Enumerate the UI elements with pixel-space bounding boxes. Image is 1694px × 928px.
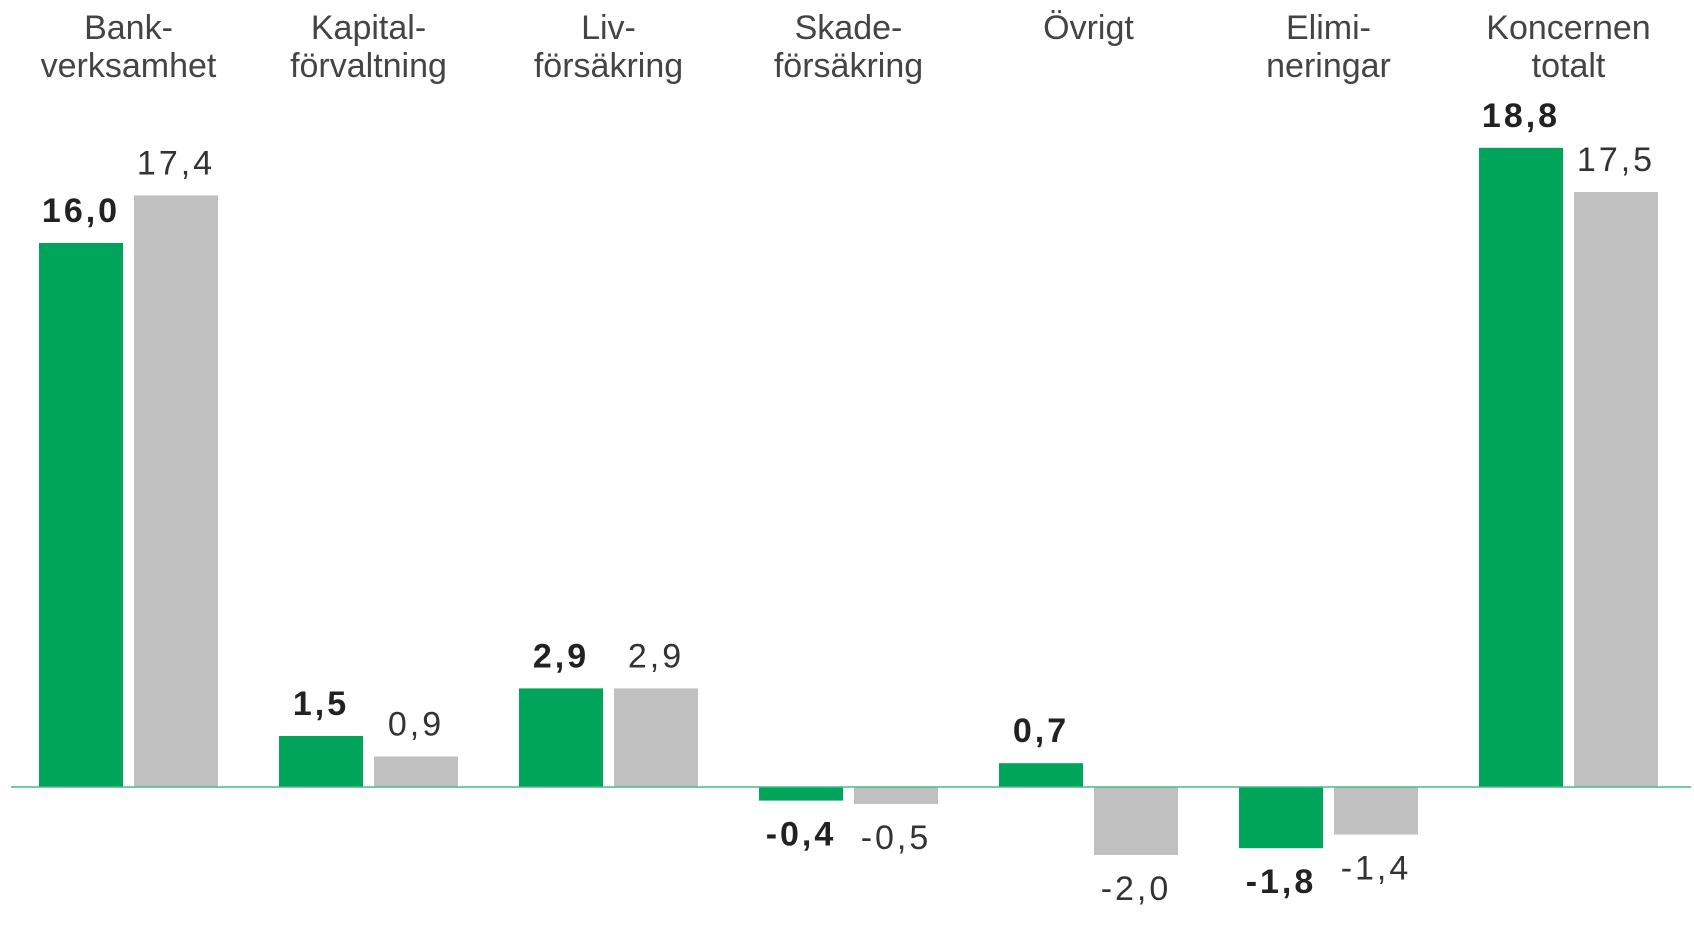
- value-label: 1,5: [293, 685, 349, 723]
- bar: [999, 763, 1083, 787]
- bar: [39, 243, 123, 787]
- bar: [1479, 147, 1563, 788]
- bar: [134, 195, 218, 787]
- category-label: Kapital-förvaltning: [290, 9, 447, 85]
- value-label: 2,9: [628, 637, 684, 675]
- category-label: Koncernen totalt: [1486, 9, 1650, 85]
- value-label: -1,8: [1246, 863, 1317, 901]
- value-label: -0,5: [861, 819, 932, 857]
- bar: [279, 736, 363, 787]
- value-label: 16,0: [42, 192, 120, 230]
- value-label: 0,9: [388, 705, 444, 743]
- category-label: Elimi-neringar: [1266, 9, 1391, 85]
- category-label: Liv-försäkring: [534, 9, 683, 85]
- bar: [759, 787, 843, 801]
- bar: [374, 756, 458, 787]
- category-label: Övrigt: [1043, 9, 1134, 47]
- value-label: 17,4: [137, 144, 215, 182]
- bar: [854, 787, 938, 804]
- bar: [1094, 787, 1178, 855]
- value-label: 2,9: [533, 637, 589, 675]
- bar: [614, 688, 698, 787]
- bar: [1239, 787, 1323, 849]
- value-label: 18,8: [1482, 97, 1560, 135]
- value-label: 17,5: [1577, 141, 1655, 179]
- bar: [1334, 787, 1418, 835]
- bar: [519, 688, 603, 787]
- value-label: -2,0: [1101, 870, 1172, 908]
- category-label: Bank-verksamhet: [41, 9, 217, 85]
- bar: [1574, 192, 1658, 787]
- value-label: -0,4: [766, 816, 837, 854]
- category-label: Skade-försäkring: [774, 9, 923, 85]
- value-label: -1,4: [1341, 850, 1412, 888]
- value-label: 0,7: [1013, 712, 1069, 750]
